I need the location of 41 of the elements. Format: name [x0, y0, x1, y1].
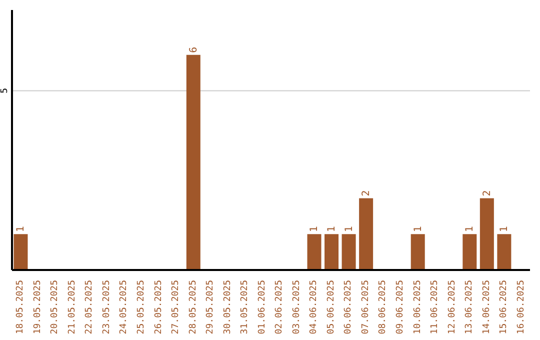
- data-label: 1: [412, 226, 424, 232]
- x-tick-label: 06.06.2025: [344, 280, 354, 334]
- x-tick-label: 21.05.2025: [67, 280, 78, 334]
- x-tick-label: 05.06.2025: [326, 280, 336, 334]
- x-tick-label: 22.05.2025: [84, 280, 95, 334]
- x-tick-label: 26.05.2025: [154, 280, 164, 334]
- x-tick-label: 11.06.2025: [430, 280, 440, 334]
- x-tick-label: 08.06.2025: [378, 280, 388, 334]
- x-tick-label: 15.06.2025: [499, 280, 510, 334]
- data-label: 1: [499, 226, 510, 232]
- x-tick-label: 31.05.2025: [240, 280, 250, 334]
- x-tick-label: 16.06.2025: [516, 280, 526, 334]
- y-tick-label: 5: [0, 88, 10, 94]
- x-tick-label: 03.06.2025: [292, 280, 302, 334]
- x-tick-label: 09.06.2025: [396, 280, 406, 334]
- x-tick-label: 23.05.2025: [102, 280, 112, 334]
- x-tick-label: 14.06.2025: [482, 280, 492, 334]
- x-tick-label: 02.06.2025: [274, 280, 285, 334]
- x-tick-label: 28.05.2025: [188, 280, 198, 334]
- x-tick-label: 04.06.2025: [309, 280, 320, 334]
- x-tick-label: 24.05.2025: [119, 280, 130, 334]
- x-tick-label: 19.05.2025: [32, 280, 43, 334]
- x-tick-label: 07.06.2025: [360, 280, 371, 334]
- x-tick-label: 30.05.2025: [222, 280, 233, 334]
- data-label: 1: [309, 226, 320, 232]
- data-label: 6: [188, 46, 200, 53]
- x-tick-label: 20.05.2025: [50, 280, 60, 334]
- x-tick-label: 25.05.2025: [136, 280, 146, 334]
- data-label: 1: [16, 226, 27, 232]
- data-label: 2: [482, 190, 493, 196]
- x-tick-label: 12.06.2025: [447, 280, 458, 334]
- x-tick-label: 01.06.2025: [257, 280, 268, 334]
- x-tick-label: 29.05.2025: [206, 280, 216, 334]
- data-label: 1: [344, 226, 355, 232]
- x-tick-label: 10.06.2025: [412, 280, 423, 334]
- data-label: 1: [464, 226, 476, 232]
- x-tick-label: 27.05.2025: [171, 280, 182, 334]
- data-label: 1: [326, 226, 338, 232]
- x-tick-label: 18.05.2025: [16, 280, 26, 334]
- data-label: 2: [361, 190, 372, 196]
- x-tick-label: 13.06.2025: [464, 280, 475, 334]
